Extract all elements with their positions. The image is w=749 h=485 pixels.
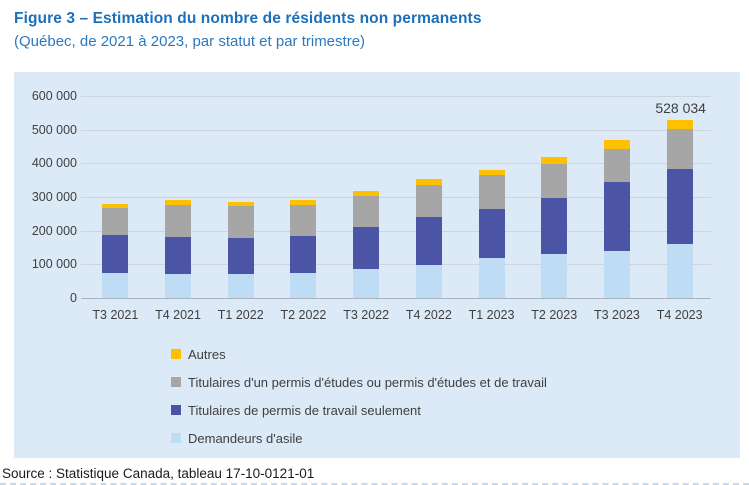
gridline <box>81 230 711 232</box>
x-axis-tick-label: T3 2023 <box>594 308 640 322</box>
gridline <box>81 197 711 198</box>
x-axis-tick-label: T4 2023 <box>656 308 703 322</box>
legend-label: Autres <box>188 346 226 362</box>
legend-item: Demandeurs d'asile <box>171 424 547 452</box>
y-axis-tick-label: 100 000 <box>31 257 77 272</box>
bar-segment <box>290 272 317 298</box>
bar-segment <box>165 236 192 275</box>
legend-label: Titulaires de permis de travail seulemen… <box>188 402 421 418</box>
bar-segment <box>227 206 254 238</box>
bar-segment <box>541 253 568 298</box>
gridline <box>81 163 711 165</box>
bar-segment <box>478 209 505 258</box>
gridline <box>81 96 711 97</box>
plot-area: 0 100 000 200 000 300 000 400 000 500 000 600 … <box>14 72 740 458</box>
y-axis-tick-label: 600 000 <box>31 89 77 103</box>
bar-segment <box>102 208 129 236</box>
bar-segment <box>478 169 505 176</box>
bar-segment <box>227 237 254 275</box>
bar-segment <box>165 200 192 206</box>
legend-swatch-icon <box>171 405 181 415</box>
x-axis-tick-label: T2 2023 <box>531 308 578 322</box>
y-axis-tick-label: 500 000 <box>31 122 77 137</box>
gridline <box>81 129 711 131</box>
bar-segment <box>353 195 380 227</box>
figure-title: Figure 3 – Estimation du nombre de résid… <box>14 10 482 27</box>
bar-segment <box>227 274 254 298</box>
bar-segment <box>227 201 254 207</box>
bar-segment <box>666 128 693 170</box>
x-axis-tick-label: T2 2022 <box>280 308 327 322</box>
legend-item: Titulaires d'un permis d'études ou permi… <box>171 368 547 396</box>
chart-panel: 0 100 000 200 000 300 000 400 000 500 000 600 … <box>14 72 740 458</box>
legend: Autres Titulaires d'un permis d'études ou… <box>171 340 547 452</box>
bar-segment <box>541 198 568 254</box>
bar-segment <box>290 200 317 206</box>
gridline <box>81 264 711 266</box>
legend-item: Autres <box>171 340 547 368</box>
legend-swatch-icon <box>171 377 181 387</box>
bar-segment <box>290 205 317 236</box>
bar-segment <box>353 190 380 196</box>
y-axis-tick-label: 400 000 <box>31 156 77 171</box>
bar-segment <box>666 169 693 245</box>
bar-segment <box>102 273 129 298</box>
figure-subtitle: (Québec, de 2021 à 2023, par statut et p… <box>14 33 366 50</box>
bar-segment <box>541 156 568 164</box>
y-axis-tick-label: 200 000 <box>31 223 77 238</box>
legend-swatch-icon <box>171 349 181 359</box>
source-note: Source : Statistique Canada, tableau 17-… <box>2 466 315 481</box>
bar-segment <box>666 244 693 298</box>
bar-segment <box>290 235 317 273</box>
bar-segment <box>415 216 442 265</box>
bar-segment <box>478 257 505 298</box>
legend-label: Demandeurs d'asile <box>188 430 303 446</box>
y-axis-tick-label: 0 <box>70 291 77 305</box>
x-axis-tick-label: T4 2021 <box>155 308 201 322</box>
bar-segment <box>478 175 505 210</box>
x-axis-tick-label: T1 2022 <box>217 308 264 322</box>
bar-segment <box>603 250 630 298</box>
x-axis-line <box>81 298 711 299</box>
y-axis-tick-label: 300 000 <box>31 190 77 204</box>
bar-segment <box>603 148 630 182</box>
bar-segment <box>541 163 568 198</box>
x-axis-tick-label: T1 2023 <box>468 308 515 322</box>
x-axis-tick-label: T4 2022 <box>405 308 452 322</box>
legend-item: Titulaires de permis de travail seulemen… <box>171 396 547 424</box>
bar-segment <box>666 120 693 129</box>
x-axis-tick-label: T3 2022 <box>343 308 390 322</box>
bar-segment <box>102 235 129 274</box>
bar-data-label: 528 034 <box>655 100 706 117</box>
bar-segment <box>603 140 630 149</box>
bar-segment <box>353 226 380 269</box>
bar-segment <box>415 184 442 217</box>
bar-segment <box>603 181 630 251</box>
bar-segment <box>165 205 192 237</box>
bar-segment <box>415 179 442 185</box>
bar-segment <box>102 203 129 209</box>
bar-segment <box>415 264 442 298</box>
bar-segment <box>353 268 380 298</box>
legend-label: Titulaires d'un permis d'études ou permi… <box>188 374 547 390</box>
x-axis-tick-label: T3 2021 <box>92 308 139 322</box>
legend-swatch-icon <box>171 433 181 443</box>
bar-segment <box>165 274 192 298</box>
